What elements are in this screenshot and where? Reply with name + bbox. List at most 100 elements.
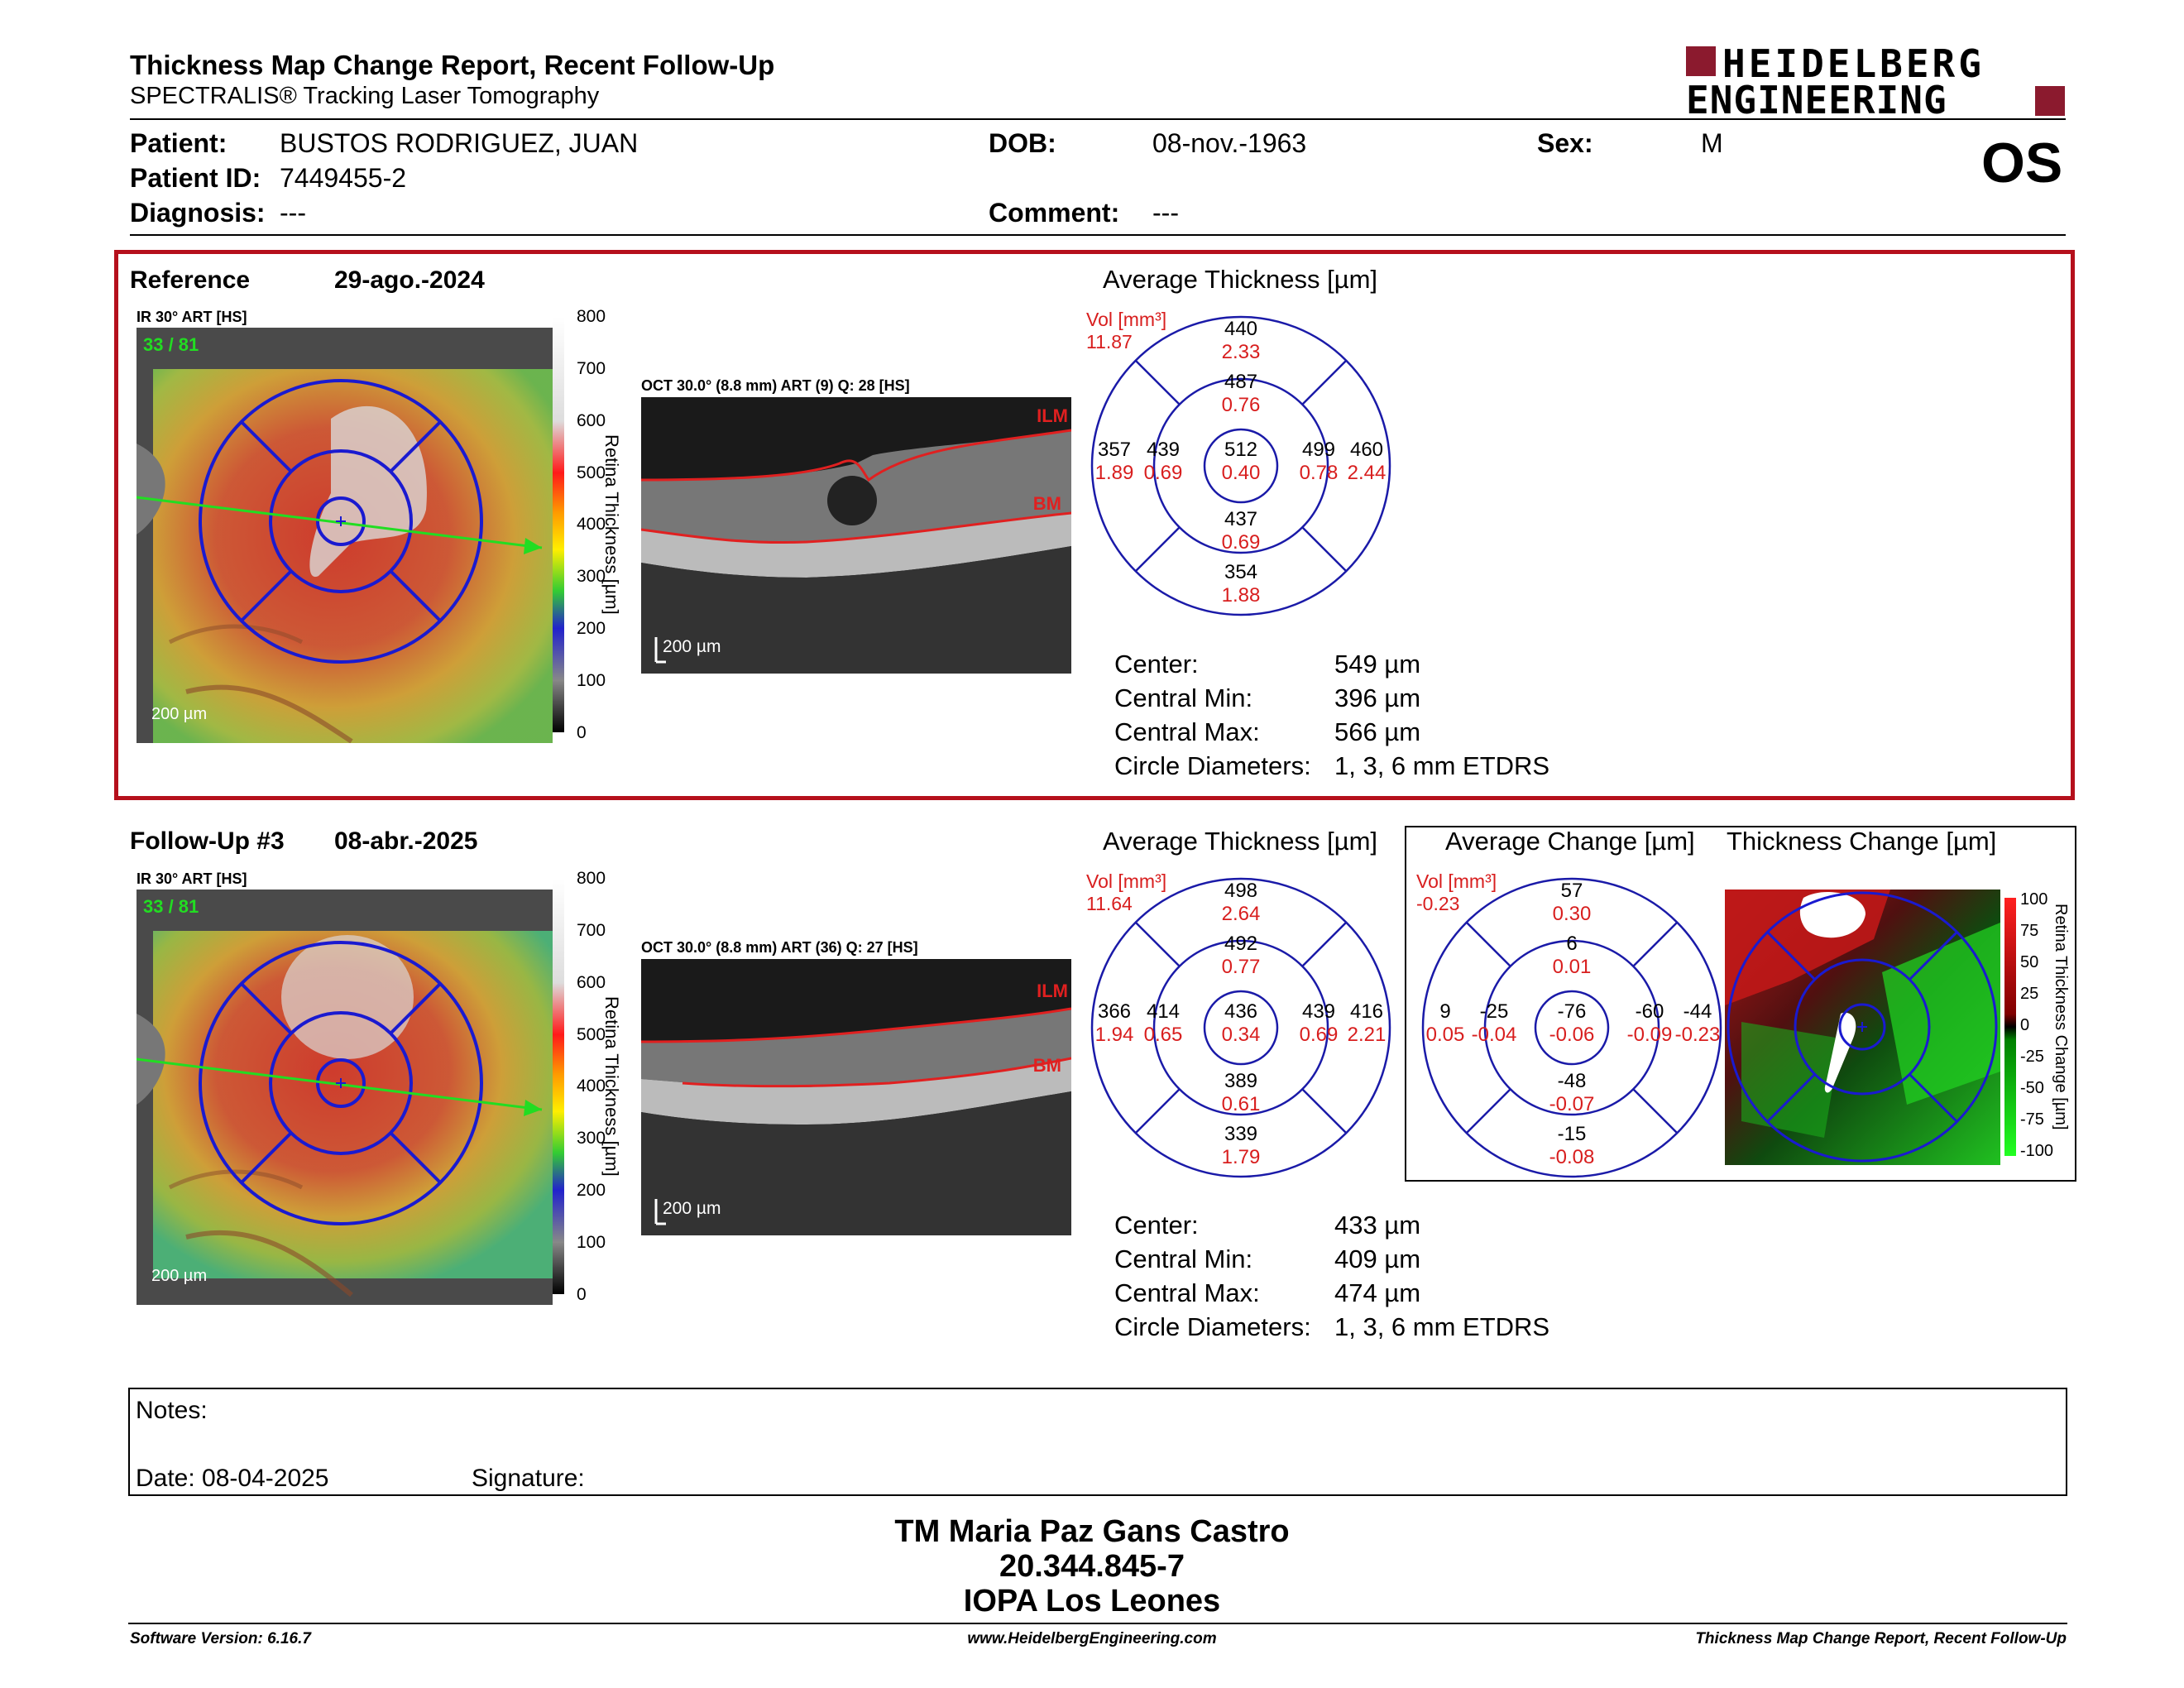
vol-label: Vol [mm³] — [1086, 309, 1167, 330]
thickness-color-scale — [553, 879, 564, 1294]
inner-bottom-vol: 0.69 — [1221, 531, 1261, 554]
change-inner-bottom-vol: -0.07 — [1549, 1093, 1595, 1115]
fundus-thickness-map: 33 / 81 200 µm — [136, 328, 553, 743]
oct-scale: 200 µm — [663, 1199, 721, 1218]
oct-bscan: ILM BM 200 µm — [641, 397, 1071, 674]
center-vol: 0.34 — [1221, 1024, 1261, 1046]
average-change-title: Average Change [µm] — [1445, 827, 1695, 856]
dob-value: 08-nov.-1963 — [1152, 128, 1307, 158]
change-inner-left-value: -25 — [1479, 1000, 1509, 1023]
inner-bottom-value: 437 — [1224, 508, 1258, 530]
ir-frame: 33 / 81 — [143, 896, 199, 917]
ilm-label: ILM — [1037, 981, 1068, 1001]
change-inner-top-value: 6 — [1566, 933, 1578, 955]
inner-top-vol: 0.77 — [1221, 956, 1261, 978]
outer-bottom-vol: 1.88 — [1221, 584, 1261, 607]
website-link[interactable]: www.HeidelbergEngineering.com — [967, 1630, 1217, 1647]
signer-id: 20.344.845-7 — [999, 1549, 1185, 1584]
bm-label: BM — [1032, 1055, 1061, 1076]
fundus-thickness-map: 33 / 81 200 µm — [136, 890, 553, 1305]
patient-id-label: Patient ID: — [130, 163, 261, 193]
inner-right-vol: 0.78 — [1299, 462, 1339, 484]
ir-frame: 33 / 81 — [143, 334, 199, 355]
thickness-axis-label: Retina Thickness [µm] — [601, 434, 622, 615]
inner-left-vol: 0.65 — [1143, 1024, 1183, 1046]
software-version: Software Version: 6.16.7 — [130, 1630, 311, 1647]
inner-top-value: 487 — [1224, 371, 1258, 393]
ir-scale: 200 µm — [151, 1267, 208, 1285]
comment-value: --- — [1152, 198, 1179, 228]
change-inner-bottom-value: -48 — [1557, 1070, 1587, 1092]
change-panel — [1405, 826, 2076, 1182]
change-inner-right-vol: -0.09 — [1626, 1024, 1673, 1046]
vol-value: 11.64 — [1086, 893, 1133, 914]
outer-bottom-value: 339 — [1224, 1123, 1258, 1145]
signer-name: TM Maria Paz Gans Castro — [894, 1514, 1290, 1549]
change-center-vol: -0.06 — [1549, 1024, 1595, 1046]
change-inner-right-value: -60 — [1635, 1000, 1664, 1023]
change-outer-top-value: 57 — [1560, 880, 1583, 902]
patient-label: Patient: — [130, 128, 228, 158]
outer-left-value: 366 — [1097, 1000, 1132, 1023]
inner-left-vol: 0.69 — [1143, 462, 1183, 484]
footer-report-title: Thickness Map Change Report, Recent Foll… — [1695, 1630, 2067, 1647]
notes-label: Notes: — [136, 1397, 208, 1424]
vol-label: Vol [mm³] — [1086, 870, 1167, 892]
patient-name: BUSTOS RODRIGUEZ, JUAN — [280, 128, 639, 158]
thickness-change-map — [1725, 890, 2000, 1165]
sex-value: M — [1701, 128, 1723, 158]
change-outer-left-vol: 0.05 — [1425, 1024, 1465, 1046]
change-outer-right-value: -44 — [1683, 1000, 1712, 1023]
inner-left-value: 414 — [1146, 1000, 1181, 1023]
report-title: Thickness Map Change Report, Recent Foll… — [130, 50, 775, 80]
diagnosis-label: Diagnosis: — [130, 198, 266, 228]
center-value: 436 — [1224, 1000, 1258, 1023]
sex-label: Sex: — [1537, 128, 1593, 158]
oct-bscan: ILM BM 200 µm — [641, 959, 1071, 1235]
signature-label: Signature: — [472, 1465, 585, 1492]
outer-left-vol: 1.94 — [1094, 1024, 1134, 1046]
inner-bottom-vol: 0.61 — [1221, 1093, 1261, 1115]
inner-top-value: 492 — [1224, 933, 1258, 955]
followup-date: 08-abr.-2025 — [334, 827, 478, 855]
oct-scale: 200 µm — [663, 637, 721, 656]
inner-right-vol: 0.69 — [1299, 1024, 1339, 1046]
outer-left-vol: 1.89 — [1094, 462, 1134, 484]
change-outer-bottom-vol: -0.08 — [1549, 1146, 1595, 1168]
reference-label: Reference — [130, 266, 251, 294]
reference-panel — [114, 250, 2075, 800]
dob-label: DOB: — [989, 128, 1056, 158]
change-outer-left-value: 9 — [1439, 1000, 1451, 1023]
thickness-axis-label: Retina Thickness [µm] — [601, 996, 622, 1177]
followup-label: Follow-Up #3 — [130, 827, 285, 855]
center-value: 512 — [1224, 439, 1258, 461]
change-center-value: -76 — [1557, 1000, 1587, 1023]
heidelberg-logo: HEIDELBERG ENGINEERING — [1686, 41, 2067, 122]
report-subtitle: SPECTRALIS® Tracking Laser Tomography — [130, 83, 600, 109]
change-axis-label: Retina Thickness Change [µm] — [2052, 904, 2070, 1130]
change-outer-top-vol: 0.30 — [1552, 903, 1592, 925]
outer-top-vol: 2.33 — [1221, 341, 1261, 363]
center-vol: 0.40 — [1221, 462, 1261, 484]
signer-org: IOPA Los Leones — [963, 1584, 1221, 1618]
outer-right-value: 416 — [1349, 1000, 1384, 1023]
etdrs-grid: 440 2.33 487 0.76 357 1.89 439 0.69 512 … — [1088, 313, 1394, 619]
change-inner-left-vol: -0.04 — [1471, 1024, 1517, 1046]
inner-left-value: 439 — [1146, 439, 1181, 461]
change-outer-bottom-value: -15 — [1557, 1123, 1587, 1145]
change-color-scale — [2004, 898, 2016, 1156]
outer-right-vol: 2.44 — [1347, 462, 1387, 484]
reference-date: 29-ago.-2024 — [334, 266, 485, 294]
outer-bottom-value: 354 — [1224, 561, 1258, 583]
change-outer-right-vol: -0.23 — [1674, 1024, 1721, 1046]
ir-label: IR 30° ART [HS] — [136, 870, 247, 887]
average-thickness-title: Average Thickness [µm] — [1103, 827, 1378, 856]
thickness-change-title: Thickness Change [µm] — [1727, 827, 1997, 856]
notes-box[interactable] — [128, 1388, 2067, 1496]
change-inner-top-vol: 0.01 — [1552, 956, 1592, 978]
outer-bottom-vol: 1.79 — [1221, 1146, 1261, 1168]
outer-left-value: 357 — [1097, 439, 1132, 461]
vol-value: 11.87 — [1086, 331, 1133, 352]
outer-right-vol: 2.21 — [1347, 1024, 1387, 1046]
outer-top-value: 498 — [1224, 880, 1258, 902]
